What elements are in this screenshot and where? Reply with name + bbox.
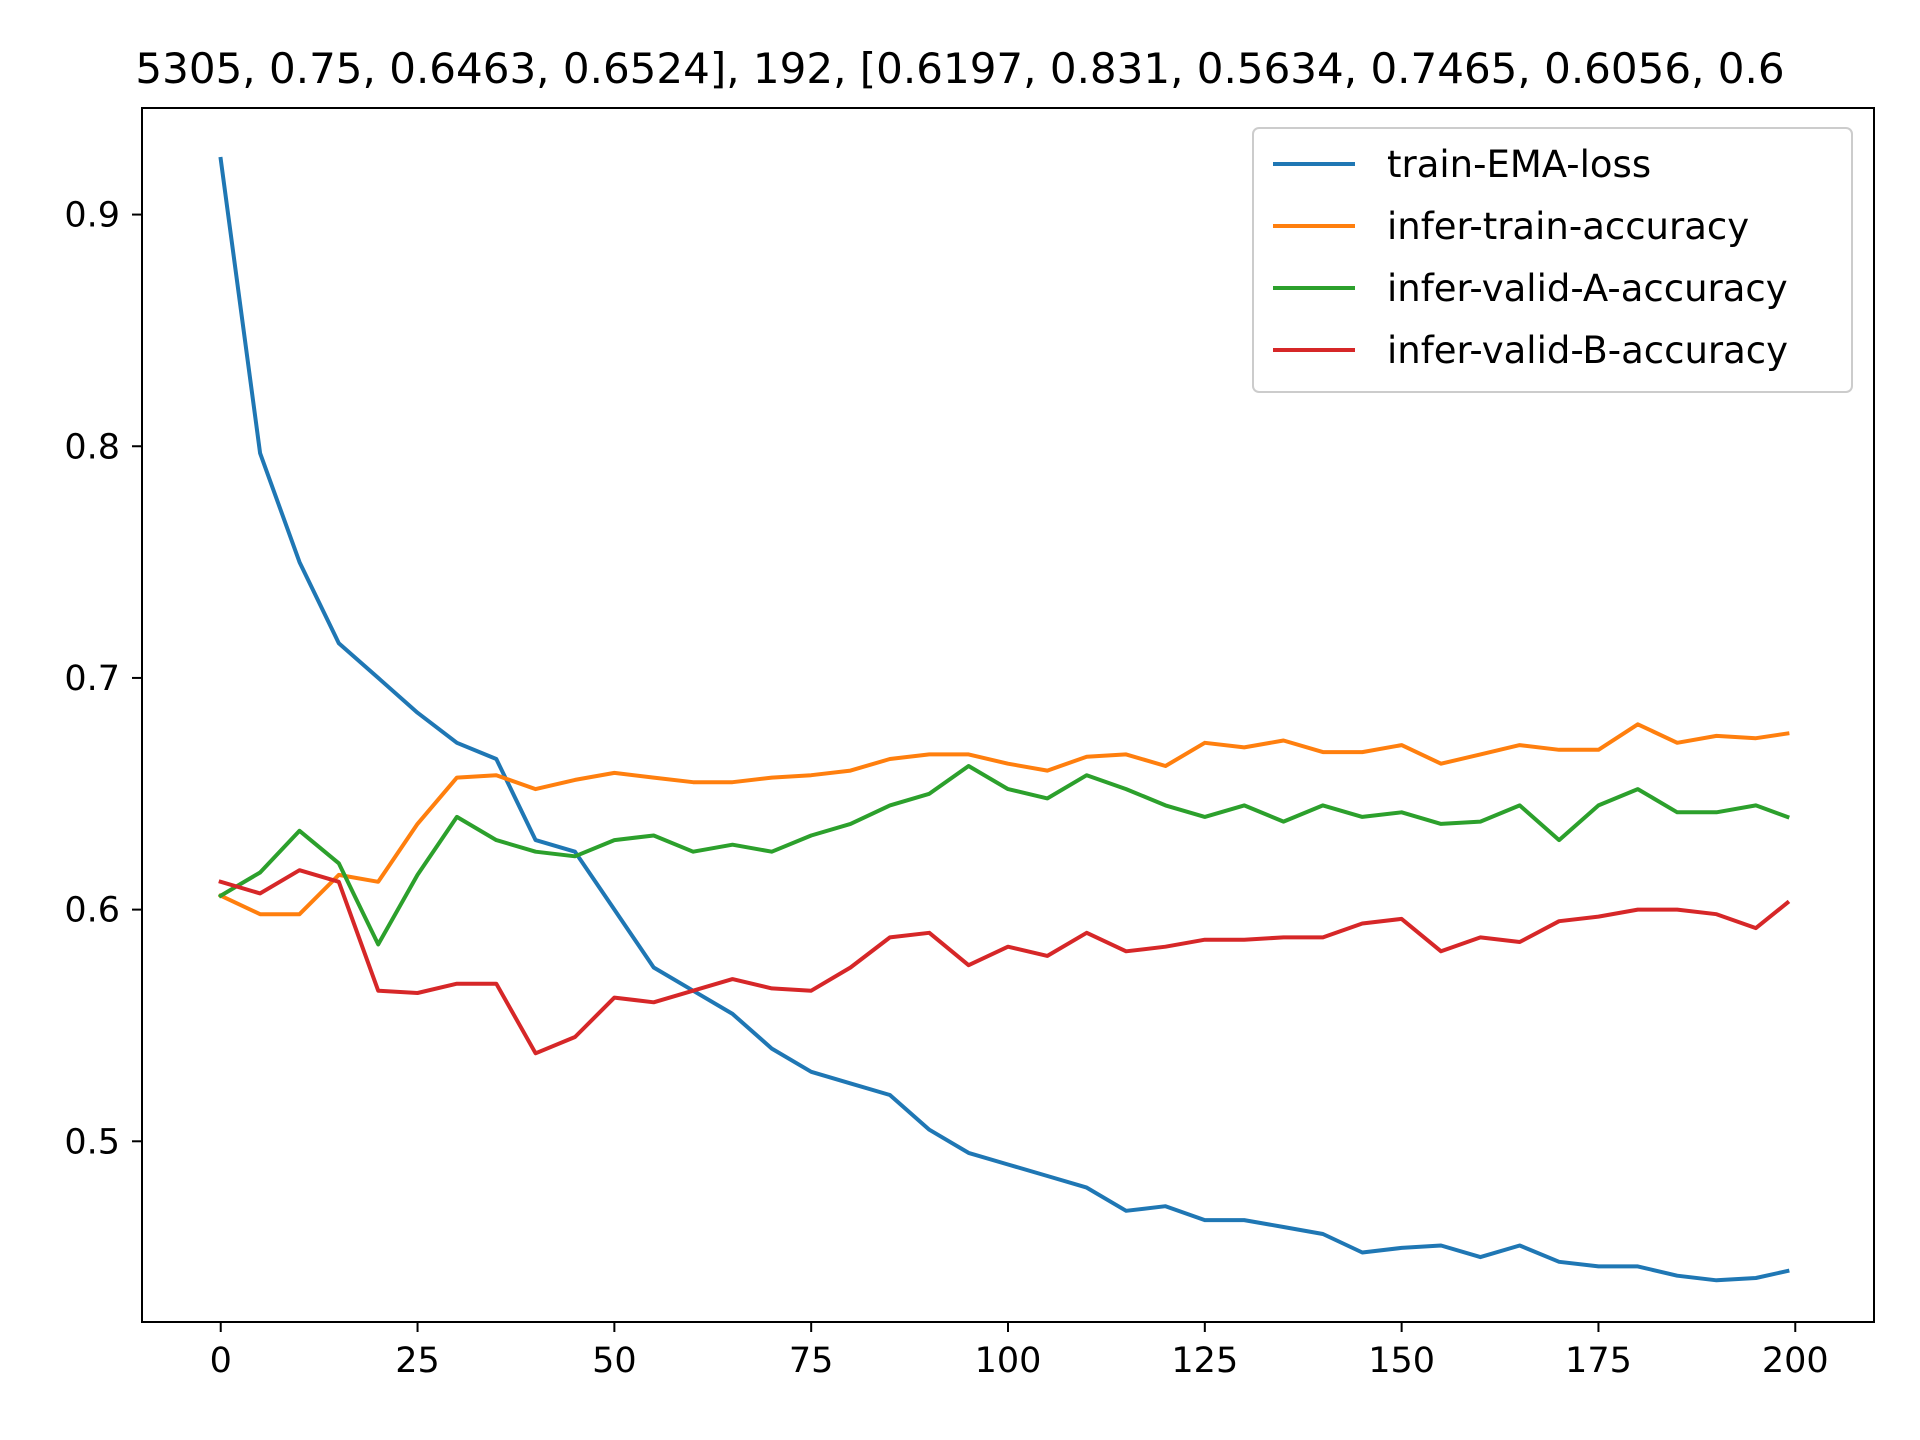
x-tick-label: 50: [592, 1341, 637, 1381]
x-axis: 0 25 50 75 100 125 150 175 200: [210, 1322, 1829, 1381]
y-tick-label: 0.9: [64, 196, 120, 236]
x-tick-label: 25: [395, 1341, 440, 1381]
legend-box: [1252, 127, 1853, 393]
legend-label-infer-valid-b-accuracy: infer-valid-B-accuracy: [1387, 329, 1788, 372]
y-tick-label: 0.8: [64, 427, 120, 467]
y-axis: 0.5 0.6 0.7 0.8 0.9: [64, 196, 142, 1162]
series-line-infer-train-accuracy: [218, 722, 1790, 917]
x-tick-label: 150: [1368, 1341, 1435, 1381]
y-tick-label: 0.7: [64, 659, 120, 699]
legend: train-EMA-loss infer-train-accuracy infer-…: [1252, 127, 1853, 393]
y-tick-label: 0.6: [64, 891, 120, 931]
x-tick-label: 125: [1171, 1341, 1238, 1381]
chart-title: 5305, 0.75, 0.6463, 0.6524], 192, [0.619…: [135, 44, 1784, 93]
y-tick-label: 0.5: [64, 1122, 120, 1162]
series-line-infer-valid-b-accuracy: [218, 868, 1791, 1056]
x-tick-label: 175: [1565, 1341, 1632, 1381]
x-tick-label: 200: [1762, 1341, 1829, 1381]
series-line-train-ema-loss: [218, 156, 1790, 1283]
legend-label-train-ema-loss: train-EMA-loss: [1387, 143, 1651, 186]
series-layer: [217, 156, 1791, 1283]
x-tick-label: 0: [210, 1341, 232, 1381]
legend-label-infer-valid-a-accuracy: infer-valid-A-accuracy: [1387, 267, 1788, 310]
legend-label-infer-train-accuracy: infer-train-accuracy: [1387, 205, 1749, 248]
x-tick-label: 100: [975, 1341, 1042, 1381]
x-tick-label: 75: [789, 1341, 834, 1381]
series-line-infer-valid-a-accuracy: [217, 764, 1790, 947]
